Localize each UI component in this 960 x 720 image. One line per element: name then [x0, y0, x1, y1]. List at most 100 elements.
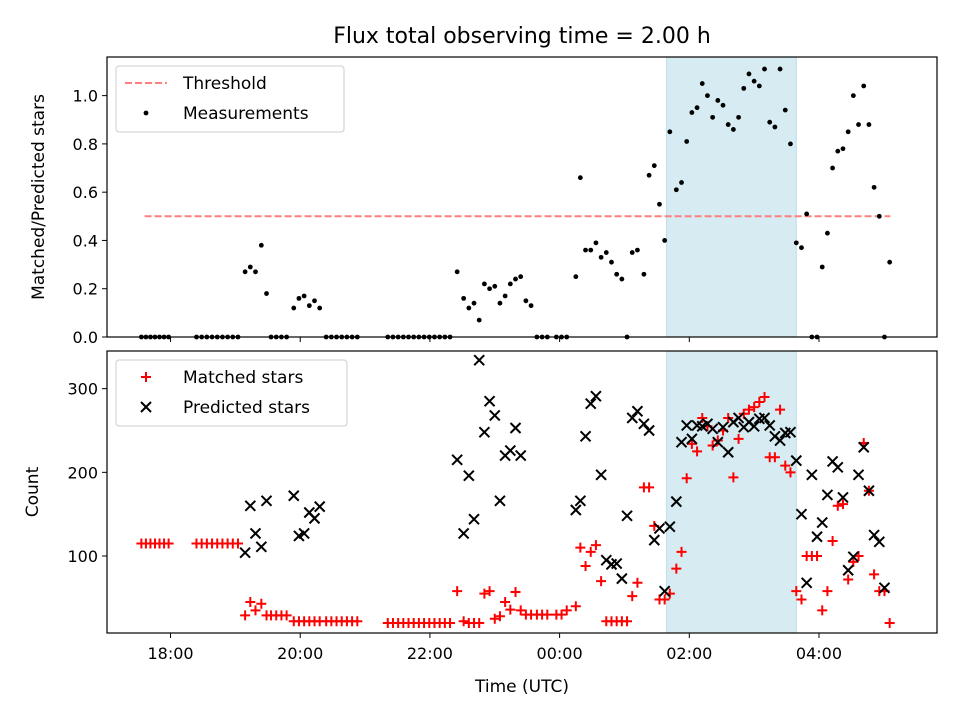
data-point [313, 500, 326, 513]
top-y-tick-label: 0.6 [73, 183, 98, 202]
data-point [680, 419, 693, 432]
data-point [842, 564, 854, 576]
data-point [791, 586, 802, 597]
data-point [725, 122, 731, 127]
data-point [474, 617, 485, 628]
data-point [694, 105, 700, 111]
data-point [500, 597, 511, 608]
data-point [471, 300, 477, 306]
data-point [301, 293, 307, 299]
data-point [850, 93, 856, 99]
data-point [741, 85, 747, 91]
data-point [643, 424, 655, 437]
data-point [452, 586, 463, 597]
data-point [648, 534, 660, 546]
data-point [763, 419, 776, 432]
bottom-axes-frame [106, 350, 938, 634]
data-point [489, 409, 501, 422]
data-point [800, 577, 813, 589]
data-point [825, 230, 830, 236]
data-point [804, 211, 810, 217]
data-point [689, 110, 695, 115]
data-point [621, 510, 633, 522]
data-point [317, 305, 323, 311]
data-point [590, 540, 601, 551]
data-point [830, 165, 836, 171]
data-point [609, 259, 614, 265]
data-point [756, 83, 762, 89]
data-point [686, 433, 698, 445]
data-point [817, 605, 828, 616]
data-point [489, 613, 500, 624]
data-point [707, 440, 718, 451]
bottom-legend: Matched stars Predicted stars [115, 359, 348, 427]
data-point [481, 281, 487, 287]
data-point [712, 435, 723, 446]
data-point [774, 434, 786, 447]
data-point [793, 240, 799, 246]
data-point [848, 556, 859, 567]
data-point [856, 122, 861, 127]
x-tick-label: 00:00 [537, 644, 583, 663]
data-point [673, 187, 679, 193]
data-point [736, 114, 741, 120]
top-legend: Threshold Measurements [115, 65, 345, 133]
data-point [822, 586, 833, 597]
data-point [509, 422, 522, 434]
data-point [242, 269, 248, 275]
data-point [664, 521, 676, 533]
data-point [590, 390, 602, 402]
data-point [715, 98, 721, 103]
data-point [603, 250, 609, 255]
data-point [478, 426, 491, 438]
data-point [250, 605, 261, 616]
x-tick-label: 20:00 [277, 644, 323, 663]
data-point [514, 449, 527, 462]
data-point [784, 426, 797, 438]
data-point [523, 298, 529, 304]
x-tick-label: 02:00 [666, 644, 712, 663]
data-point [255, 541, 268, 553]
data-point [312, 298, 317, 304]
data-point [476, 317, 482, 323]
data-point [638, 418, 650, 430]
data-point [782, 107, 788, 113]
data-point [510, 586, 521, 597]
data-point [827, 535, 838, 546]
data-point [473, 354, 485, 366]
bottom-highlight-span [666, 350, 797, 634]
data-point [260, 495, 273, 507]
data-point [653, 522, 666, 535]
data-point [651, 163, 657, 169]
data-point [819, 264, 825, 270]
top-y-axis-label: Matched/Predicted stars [29, 94, 49, 300]
data-point [790, 454, 802, 467]
data-point [240, 610, 251, 621]
data-point [869, 569, 880, 580]
data-point [873, 536, 885, 548]
data-point [622, 616, 633, 627]
legend-dot-marker [143, 110, 149, 116]
data-point [845, 129, 851, 135]
data-point [868, 529, 880, 541]
bottom-series-predicted-stars [239, 354, 891, 597]
data-point [646, 172, 652, 178]
top-y-tick-label: 0.2 [73, 280, 98, 299]
data-point [494, 611, 505, 622]
data-point [505, 604, 516, 615]
data-point [585, 398, 597, 410]
data-point [518, 274, 524, 280]
x-axis-label: Time (UTC) [474, 677, 569, 697]
data-point [743, 404, 754, 415]
data-point [631, 405, 644, 417]
data-point [570, 504, 582, 516]
data-point [837, 499, 848, 510]
data-point [629, 250, 635, 255]
top-axes-frame [106, 56, 938, 338]
data-point [772, 124, 778, 130]
data-point [788, 141, 793, 147]
data-point [667, 129, 673, 135]
data-point [281, 610, 292, 621]
data-point [699, 81, 705, 86]
data-point [706, 423, 719, 435]
